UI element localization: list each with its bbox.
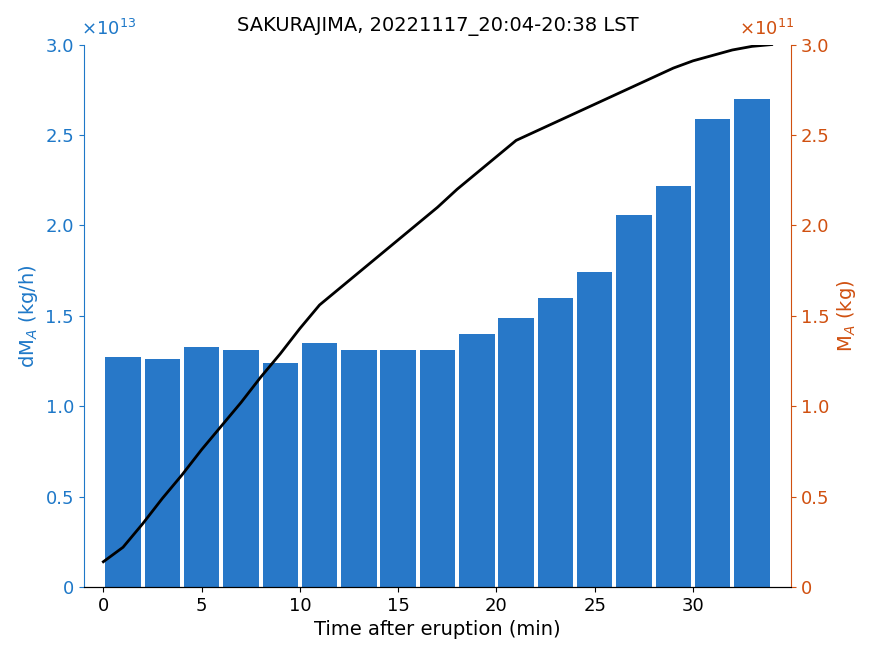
Bar (144, 359, 180, 587)
Bar (223, 350, 259, 587)
Bar (695, 119, 731, 587)
Bar (420, 350, 455, 587)
Text: $\times10^{13}$: $\times10^{13}$ (80, 19, 136, 39)
Bar (459, 334, 494, 587)
Bar (105, 358, 141, 587)
Bar (262, 363, 298, 587)
Bar (341, 350, 376, 587)
Bar (734, 99, 770, 587)
X-axis label: Time after eruption (min): Time after eruption (min) (314, 621, 561, 640)
Y-axis label: M$_A$ (kg): M$_A$ (kg) (836, 279, 858, 352)
Bar (381, 350, 416, 587)
Bar (577, 272, 612, 587)
Bar (655, 186, 691, 587)
Title: SAKURAJIMA, 20221117_20:04-20:38 LST: SAKURAJIMA, 20221117_20:04-20:38 LST (236, 16, 639, 35)
Bar (616, 215, 652, 587)
Bar (184, 346, 220, 587)
Bar (302, 343, 337, 587)
Y-axis label: dM$_A$ (kg/h): dM$_A$ (kg/h) (17, 264, 39, 367)
Bar (538, 298, 573, 587)
Bar (499, 318, 534, 587)
Text: $\times10^{11}$: $\times10^{11}$ (739, 19, 794, 39)
